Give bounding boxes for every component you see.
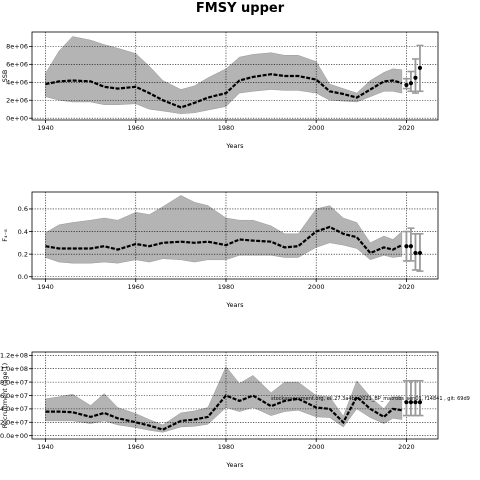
- fbar-confidence-band: [45, 195, 403, 264]
- recruitment-xtick-label-4: 2020: [398, 443, 415, 451]
- recruitment-confidence-band: [45, 366, 403, 433]
- ssb-forecast-point-2: [413, 75, 418, 80]
- recruitment-ytick-label-4: 8.0e+07: [0, 378, 28, 386]
- panel-recruitment: 1940 1960 1980 2000 2020 0.0e+00 2.0e+07 4.0e+0…: [0, 351, 439, 469]
- fbar-ytick-label-0: 0.0: [18, 273, 28, 281]
- ssb-forecast-point-3: [417, 65, 423, 71]
- source-annotation: stockassessment.org, ell.27.3a4bc.2021_B…: [271, 396, 470, 402]
- ssb-xtick-label-0: 1940: [37, 124, 54, 132]
- ssb-xtick-label-2: 1980: [218, 124, 235, 132]
- recruitment-ytick-label-1: 2.0e+07: [0, 419, 28, 427]
- ssb-estimate-line: [45, 73, 403, 109]
- fbar-forecast-point-1: [408, 244, 414, 249]
- fbar-axes-frame: [31, 191, 439, 280]
- ssb-forecast-point-0: [404, 82, 409, 88]
- ssb-ytick-label-1: 2e+06: [6, 97, 28, 105]
- recruitment-xtick-label-1: 1960: [127, 443, 144, 451]
- fbar-plot-area: [32, 192, 438, 279]
- panel-fbar: 1940 1960 1980 2000 2020 0.0 0.2 0.4 0.6 Years F₄₋…: [1, 191, 439, 309]
- fbar-xtick-label-4: 2020: [398, 283, 415, 291]
- fbar-xtick-label-0: 1940: [37, 283, 54, 291]
- fbar-estimate-line: [45, 225, 403, 255]
- recruitment-xtick-label-3: 2000: [308, 443, 325, 451]
- fbar-forecast-point-3: [417, 250, 423, 256]
- recruitment-ytick-label-3: 6.0e+07: [0, 392, 28, 400]
- fbar-ytick-label-3: 0.6: [18, 205, 28, 213]
- recruitment-ylabel: Recruitment (age 1): [1, 363, 9, 428]
- fbar-ytick-label-1: 0.2: [18, 250, 28, 258]
- fbar-xtick-label-3: 2000: [308, 283, 325, 291]
- ssb-plot-area: [32, 32, 438, 120]
- ssb-ytick-label-0: 0e+00: [6, 115, 28, 123]
- ssb-xtick-label-4: 2020: [398, 124, 415, 132]
- recruitment-estimate-line: [45, 394, 403, 431]
- fbar-ylabel: F₄₋₈: [1, 229, 9, 242]
- ssb-ytick-label-2: 4e+06: [6, 79, 28, 87]
- recruitment-ytick-label-6: 1.2e+08: [0, 352, 28, 360]
- fbar-forecast-point-0: [404, 244, 409, 249]
- fbar-xtick-label-2: 1980: [218, 283, 235, 291]
- panels: 1940 1960 1980 2000 2020 0e+00 2e+06 4e+06 6e+06…: [0, 31, 439, 469]
- ssb-xtick-label-1: 1960: [127, 124, 144, 132]
- recruitment-ytick-label-2: 4.0e+07: [0, 405, 28, 413]
- recruitment-ytick-label-5: 1.0e+08: [0, 365, 28, 373]
- recruitment-xlabel: Years: [225, 461, 244, 469]
- recruitment-xtick-label-2: 1980: [218, 443, 235, 451]
- panel-ssb: 1940 1960 1980 2000 2020 0e+00 2e+06 4e+06 6e+06…: [1, 31, 439, 150]
- figure-title: FMSY upper: [196, 1, 285, 16]
- ssb-axes-frame: [31, 31, 439, 121]
- ssb-ytick-label-4: 8e+06: [6, 43, 28, 51]
- ssb-xtick-label-3: 2000: [308, 124, 325, 132]
- recruitment-ytick-label-0: 0.0e+00: [0, 432, 28, 440]
- fbar-forecast-point-2: [413, 250, 418, 256]
- fbar-xlabel: Years: [225, 301, 244, 309]
- recruitment-forecast-point-1: [408, 400, 414, 405]
- ssb-xlabel: Years: [225, 142, 244, 150]
- ssb-ylabel: SSB: [1, 70, 9, 83]
- recruitment-plot-area: [32, 352, 438, 439]
- ssb-ytick-label-3: 6e+06: [6, 61, 28, 69]
- ssb-forecast-point-1: [408, 81, 414, 86]
- recruitment-xtick-label-0: 1940: [37, 443, 54, 451]
- fbar-ytick-label-2: 0.4: [18, 228, 28, 236]
- recruitment-forecast-point-3: [417, 400, 423, 405]
- recruitment-forecast-point-2: [413, 400, 418, 405]
- fbar-xtick-label-1: 1960: [127, 283, 144, 291]
- ssb-confidence-band: [45, 36, 403, 114]
- recruitment-forecast-point-0: [404, 400, 409, 405]
